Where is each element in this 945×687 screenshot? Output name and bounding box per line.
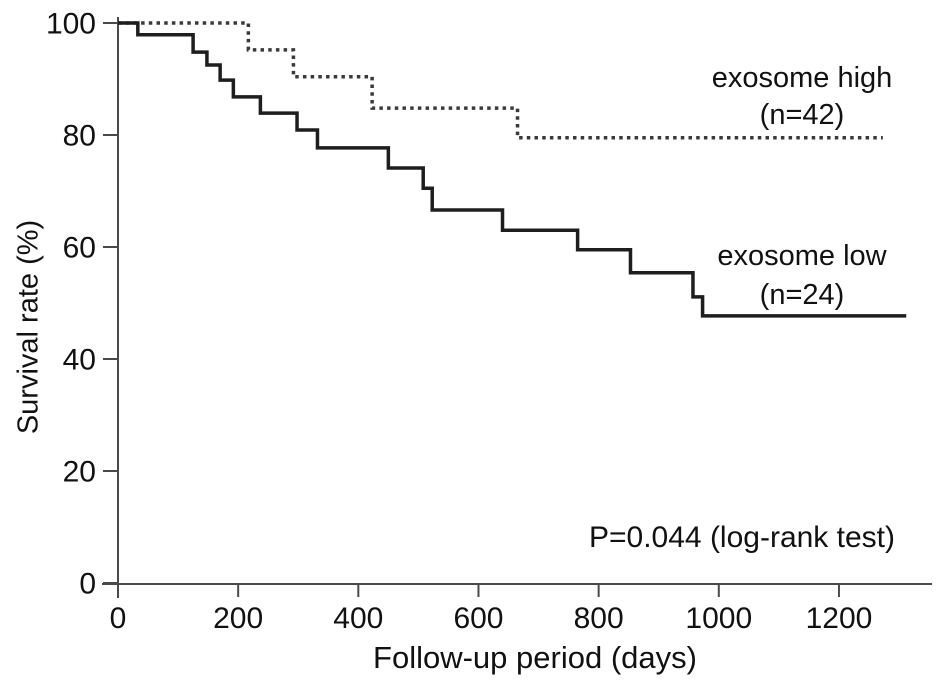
series-label-exosome-low-name: exosome low bbox=[717, 240, 887, 272]
series-curve-exosome-low bbox=[118, 21, 907, 318]
series-label-exosome-high-name: exosome high bbox=[711, 62, 893, 94]
y-tick-label: 20 bbox=[63, 456, 96, 489]
series-label-exosome-low: exosome low (n=24) bbox=[652, 237, 945, 315]
x-tick-label: 800 bbox=[574, 602, 624, 635]
p-value-annotation: P=0.044 (log-rank test) bbox=[589, 521, 895, 554]
y-tick-label: 60 bbox=[63, 232, 96, 265]
x-tick-label: 200 bbox=[213, 602, 263, 635]
x-axis-title: Follow-up period (days) bbox=[373, 640, 697, 675]
x-tick-label: 1200 bbox=[806, 602, 873, 635]
x-tick-label: 1000 bbox=[685, 602, 752, 635]
series-label-exosome-high: exosome high (n=42) bbox=[652, 60, 945, 134]
series-label-exosome-low-n: (n=24) bbox=[759, 279, 845, 311]
y-tick-label: 40 bbox=[63, 344, 96, 377]
series-label-exosome-high-n: (n=42) bbox=[759, 99, 845, 131]
x-tick-label: 400 bbox=[333, 602, 383, 635]
y-tick-label: 80 bbox=[63, 120, 96, 153]
x-tick-label: 600 bbox=[453, 602, 503, 635]
y-tick-label: 0 bbox=[79, 568, 96, 601]
x-tick-label: 0 bbox=[110, 602, 127, 635]
y-tick-label: 100 bbox=[46, 8, 96, 41]
y-axis-title: Survival rate (%) bbox=[12, 219, 45, 435]
